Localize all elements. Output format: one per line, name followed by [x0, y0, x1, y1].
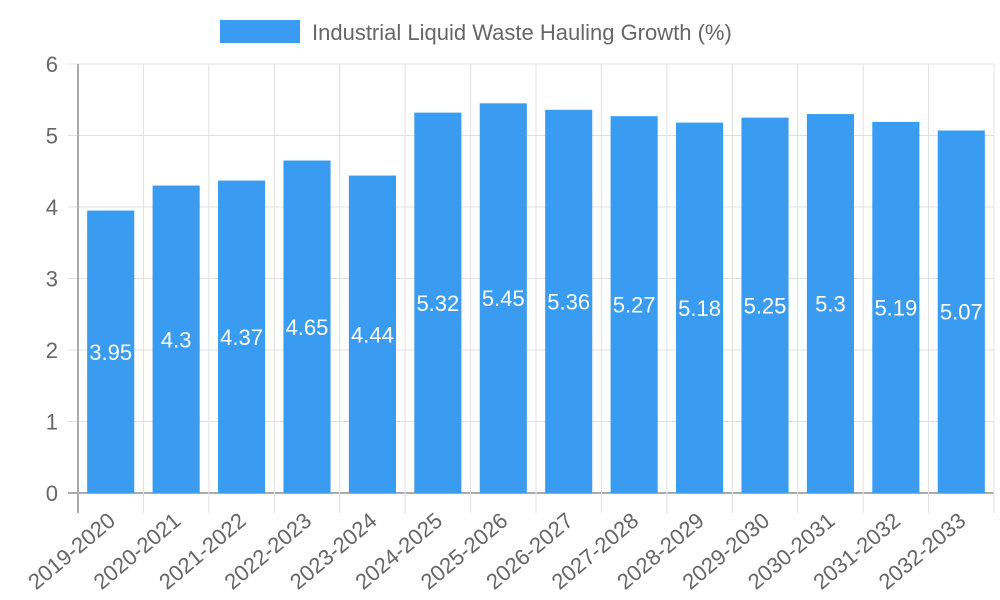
bar-value-label: 5.27 — [613, 293, 656, 318]
bar-value-label: 4.44 — [351, 322, 394, 347]
bar[interactable] — [806, 114, 854, 494]
bar-value-label: 5.3 — [815, 292, 846, 317]
bar-value-label: 5.36 — [547, 289, 590, 314]
y-tick-label: 3 — [46, 267, 58, 292]
y-tick-label: 1 — [46, 410, 58, 435]
y-tick-label: 5 — [46, 124, 58, 149]
bar[interactable] — [545, 109, 593, 493]
legend-label: Industrial Liquid Waste Hauling Growth (… — [312, 20, 732, 45]
legend[interactable]: Industrial Liquid Waste Hauling Growth (… — [220, 20, 732, 45]
bar[interactable] — [610, 116, 658, 493]
bar[interactable] — [87, 210, 135, 493]
bars: 3.95 4.3 4.37 4.65 4.44 5.32 5.45 5.36 5.27 5.18 5… — [87, 103, 985, 494]
y-tick-label: 0 — [46, 481, 58, 506]
bar-value-label: 3.95 — [89, 340, 132, 365]
bar-value-label: 5.45 — [482, 286, 525, 311]
bar[interactable] — [348, 175, 396, 494]
gridlines — [68, 63, 995, 513]
bar[interactable] — [152, 185, 200, 494]
bar[interactable] — [872, 121, 920, 493]
bar-value-label: 4.3 — [161, 327, 192, 352]
bar-value-label: 5.19 — [874, 295, 917, 320]
bar[interactable] — [937, 130, 985, 493]
y-axis: 0 1 2 3 4 5 6 — [46, 52, 58, 506]
bar[interactable] — [414, 112, 462, 494]
bar[interactable] — [676, 122, 724, 493]
y-tick-label: 6 — [46, 52, 58, 77]
bar[interactable] — [741, 117, 789, 493]
legend-swatch — [220, 20, 300, 43]
bar[interactable] — [283, 160, 331, 493]
bar[interactable] — [218, 180, 266, 494]
bar[interactable] — [479, 103, 527, 493]
bar-value-label: 5.32 — [416, 291, 459, 316]
bar-value-label: 4.65 — [286, 315, 329, 340]
bar-value-label: 5.25 — [744, 293, 787, 318]
bar-value-label: 4.37 — [220, 325, 263, 350]
y-tick-label: 4 — [46, 195, 58, 220]
bar-value-label: 5.18 — [678, 296, 721, 321]
bar-value-label: 5.07 — [940, 300, 983, 325]
y-tick-label: 2 — [46, 338, 58, 363]
x-axis: 2019-20202020-20212021-20222022-20232023… — [23, 508, 970, 595]
